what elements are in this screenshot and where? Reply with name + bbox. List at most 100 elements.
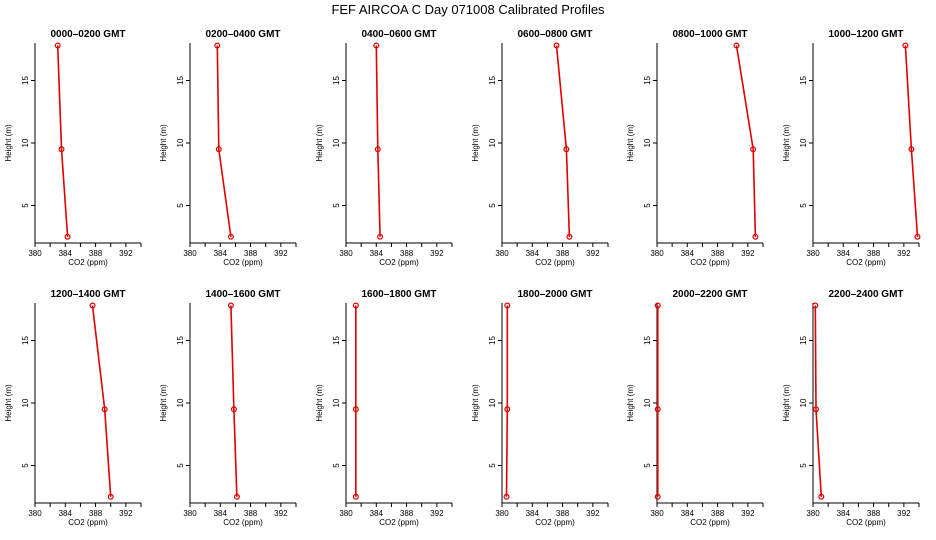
y-axis-label: Height (m) xyxy=(159,124,168,162)
x-tick-label: 388 xyxy=(89,509,103,518)
panel-title: 0200–0400 GMT xyxy=(205,29,280,40)
panel-3: 0600–0800 GMT 380 384 388 392 CO2 (ppm) 5 10 15 H… xyxy=(471,29,609,267)
x-axis-label: CO2 (ppm) xyxy=(223,518,263,527)
y-tick-label: 5 xyxy=(488,463,497,468)
x-tick-label: 392 xyxy=(430,249,444,258)
data-point xyxy=(89,302,96,309)
x-tick-label: 392 xyxy=(119,509,133,518)
x-tick-label: 388 xyxy=(244,249,258,258)
x-axis-label: CO2 (ppm) xyxy=(68,258,108,267)
data-point xyxy=(654,302,661,309)
data-point xyxy=(54,42,61,49)
data-point xyxy=(503,493,510,500)
x-tick-label: 392 xyxy=(274,249,288,258)
y-tick-label: 15 xyxy=(799,336,808,345)
y-tick-label: 10 xyxy=(21,398,30,407)
x-tick-label: 388 xyxy=(867,509,881,518)
panel-9: 1800–2000 GMT 380 384 388 392 CO2 (ppm) 5 10 15 H… xyxy=(471,289,609,527)
y-tick-label: 5 xyxy=(643,463,652,468)
x-tick-label: 380 xyxy=(650,249,664,258)
x-tick-label: 392 xyxy=(741,249,755,258)
y-axis-label: Height (m) xyxy=(626,124,635,162)
x-tick-label: 392 xyxy=(430,509,444,518)
x-tick-label: 392 xyxy=(119,249,133,258)
panel-8: 1600–1800 GMT 380 384 388 392 CO2 (ppm) 5 10 15 H… xyxy=(315,289,453,527)
profile-line xyxy=(555,45,571,237)
x-tick-label: 384 xyxy=(370,249,384,258)
data-point xyxy=(58,146,65,153)
x-tick-label: 384 xyxy=(681,509,695,518)
y-axis-label: Height (m) xyxy=(782,124,791,162)
x-axis-label: CO2 (ppm) xyxy=(846,518,886,527)
y-tick-label: 10 xyxy=(332,398,341,407)
figure-title: FEF AIRCOA C Day 071008 Calibrated Profi… xyxy=(331,2,605,17)
y-axis-label: Height (m) xyxy=(626,384,635,422)
data-point xyxy=(813,406,820,413)
y-tick-label: 5 xyxy=(643,203,652,208)
y-tick-label: 10 xyxy=(21,138,30,147)
x-tick-label: 384 xyxy=(681,249,695,258)
y-tick-label: 10 xyxy=(643,398,652,407)
y-tick-label: 15 xyxy=(21,76,30,85)
y-tick-label: 15 xyxy=(176,336,185,345)
x-tick-label: 388 xyxy=(556,509,570,518)
y-tick-label: 5 xyxy=(799,203,808,208)
data-point xyxy=(374,146,381,153)
y-tick-label: 15 xyxy=(488,76,497,85)
y-axis-label: Height (m) xyxy=(471,124,480,162)
y-tick-label: 15 xyxy=(332,336,341,345)
y-tick-label: 5 xyxy=(176,203,185,208)
profile-line xyxy=(735,45,757,237)
y-tick-label: 10 xyxy=(799,138,808,147)
x-axis-label: CO2 (ppm) xyxy=(379,518,419,527)
x-tick-label: 380 xyxy=(339,509,353,518)
y-tick-label: 15 xyxy=(176,76,185,85)
profile-line xyxy=(216,45,232,237)
x-tick-label: 380 xyxy=(183,509,197,518)
profile-line xyxy=(505,305,509,497)
x-tick-label: 380 xyxy=(339,249,353,258)
x-tick-label: 384 xyxy=(837,249,851,258)
data-point xyxy=(504,302,511,309)
x-tick-label: 392 xyxy=(741,509,755,518)
x-tick-label: 384 xyxy=(526,249,540,258)
data-point xyxy=(504,406,511,413)
data-point xyxy=(914,233,921,240)
x-tick-label: 380 xyxy=(806,509,820,518)
x-tick-label: 388 xyxy=(244,509,258,518)
x-axis-label: CO2 (ppm) xyxy=(690,518,730,527)
panel-title: 1600–1800 GMT xyxy=(361,289,436,300)
y-tick-label: 10 xyxy=(176,398,185,407)
y-tick-label: 15 xyxy=(488,336,497,345)
y-axis-label: Height (m) xyxy=(782,384,791,422)
panel-title: 0400–0600 GMT xyxy=(361,29,436,40)
x-tick-label: 380 xyxy=(183,249,197,258)
panel-0: 0000–0200 GMT 380 384 388 392 CO2 (ppm) 5 10 15 H… xyxy=(4,29,142,267)
panel-title: 1800–2000 GMT xyxy=(517,289,592,300)
data-point xyxy=(352,493,359,500)
data-point xyxy=(373,42,380,49)
profile-line xyxy=(904,45,919,237)
panel-5: 1000–1200 GMT 380 384 388 392 CO2 (ppm) 5 10 15 H… xyxy=(782,29,921,267)
panel-title: 2200–2400 GMT xyxy=(828,289,903,300)
x-axis-label: CO2 (ppm) xyxy=(68,518,108,527)
data-point xyxy=(107,493,114,500)
x-tick-label: 380 xyxy=(28,249,42,258)
y-tick-label: 5 xyxy=(488,203,497,208)
panel-7: 1400–1600 GMT 380 384 388 392 CO2 (ppm) 5 10 15 H… xyxy=(159,289,297,527)
profile-line xyxy=(56,45,69,237)
data-point xyxy=(214,42,221,49)
x-tick-label: 388 xyxy=(867,249,881,258)
profile-line xyxy=(375,45,381,237)
y-tick-label: 5 xyxy=(332,203,341,208)
data-point xyxy=(752,233,759,240)
y-tick-label: 10 xyxy=(799,398,808,407)
panel-title: 1400–1600 GMT xyxy=(205,289,280,300)
data-point xyxy=(227,302,234,309)
profile-line xyxy=(230,305,238,497)
x-tick-label: 388 xyxy=(711,249,725,258)
data-point xyxy=(233,493,240,500)
data-point xyxy=(352,406,359,413)
y-tick-label: 5 xyxy=(21,463,30,468)
data-point xyxy=(227,233,234,240)
